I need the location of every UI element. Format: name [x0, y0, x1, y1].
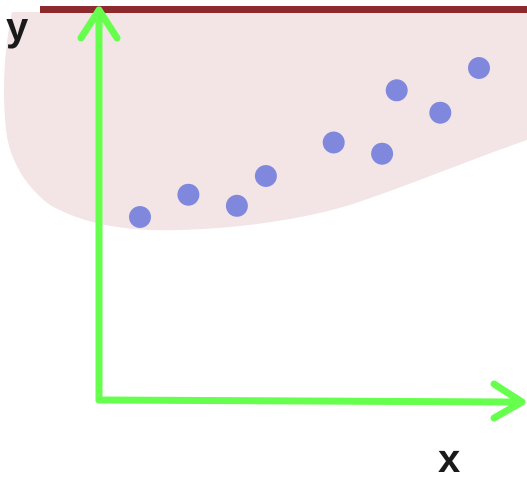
x-axis-line	[95, 396, 526, 406]
data-point-7	[385, 79, 408, 102]
data-point-6	[371, 142, 394, 165]
axes	[77, 6, 526, 422]
data-point-9	[468, 57, 490, 79]
data-point-3	[225, 194, 248, 217]
data-points	[129, 57, 490, 228]
y-axis-label: y	[6, 5, 29, 49]
data-point-1	[129, 206, 151, 228]
highlight-cloud	[4, 12, 527, 231]
data-point-4	[254, 165, 277, 187]
data-point-5	[322, 131, 345, 154]
data-point-2	[177, 183, 200, 206]
top-bar	[40, 6, 527, 13]
x-axis-label: x	[438, 437, 460, 479]
y-axis-arrowhead	[77, 6, 121, 42]
data-point-8	[429, 101, 452, 124]
x-axis-arrowhead	[490, 380, 526, 422]
